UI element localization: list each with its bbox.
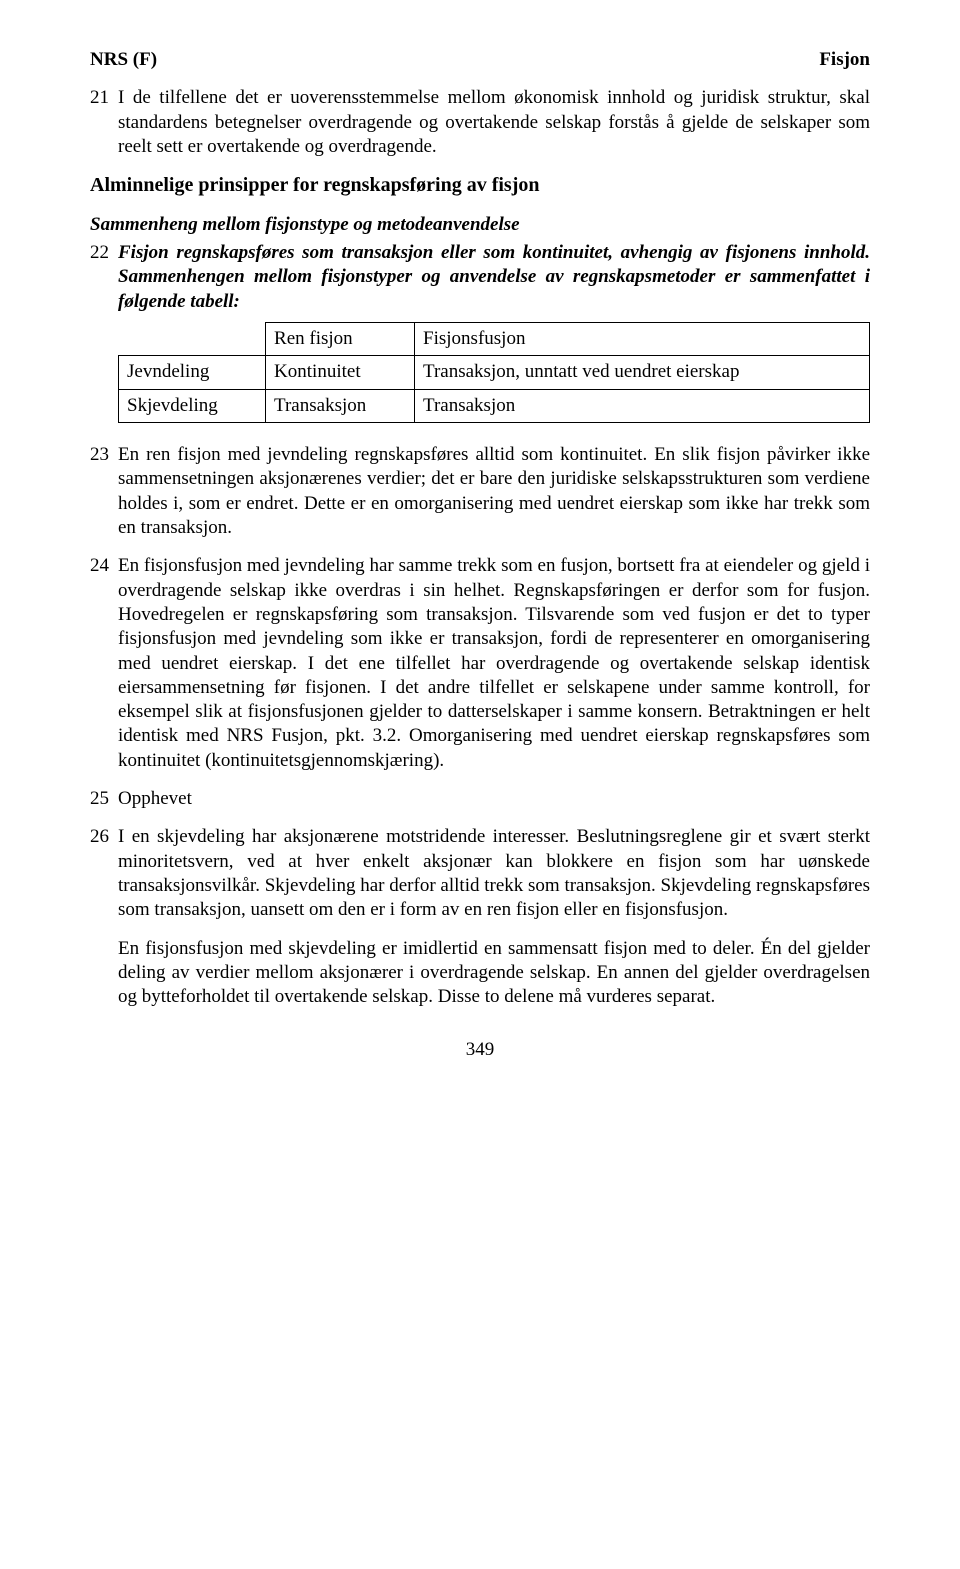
table-cell: Transaksjon — [266, 389, 415, 422]
fisjon-table: Ren fisjon Fisjonsfusjon Jevndeling Kont… — [118, 322, 870, 423]
para-number: 22 — [90, 241, 118, 425]
para-body: I en skjevdeling har aksjonærene motstri… — [118, 825, 870, 922]
paragraph-24: 24 En fisjonsfusjon med jevndeling har s… — [90, 554, 870, 773]
page-header: NRS (F) Fisjon — [90, 48, 870, 72]
para-body: Fisjon regnskapsføres som transaksjon el… — [118, 242, 870, 312]
paragraph-22: 22 Fisjon regnskapsføres som transaksjon… — [90, 241, 870, 425]
para-body: En fisjonsfusjon med skjevdeling er imid… — [118, 938, 870, 1008]
sub-heading: Sammenheng mellom fisjonstype og metodea… — [90, 213, 870, 237]
page-number: 349 — [90, 1038, 870, 1062]
para-number: 26 — [90, 825, 118, 922]
paragraph-21: 21 I de tilfellene det er uoverensstemme… — [90, 86, 870, 159]
table-cell: Transaksjon — [415, 389, 870, 422]
table-cell-empty — [119, 323, 266, 356]
para-number: 24 — [90, 554, 118, 773]
para-body: En ren fisjon med jevndeling regnskapsfø… — [118, 443, 870, 540]
para-number: 23 — [90, 443, 118, 540]
header-right: Fisjon — [819, 48, 870, 72]
paragraph-25: 25 Opphevet — [90, 787, 870, 811]
paragraph-26: 26 I en skjevdeling har aksjonærene mots… — [90, 825, 870, 922]
table-header-fusjon: Fisjonsfusjon — [415, 323, 870, 356]
table-cell: Transaksjon, unntatt ved uendret eierska… — [415, 356, 870, 389]
paragraph-26b: En fisjonsfusjon med skjevdeling er imid… — [118, 937, 870, 1010]
section-heading: Alminnelige prinsipper for regnskapsføri… — [90, 173, 870, 199]
para-number: 21 — [90, 86, 118, 159]
table-row: Skjevdeling Transaksjon Transaksjon — [119, 389, 870, 422]
para-body: Opphevet — [118, 787, 870, 811]
para-number: 25 — [90, 787, 118, 811]
table-cell: Jevndeling — [119, 356, 266, 389]
header-left: NRS (F) — [90, 48, 157, 72]
table-cell: Kontinuitet — [266, 356, 415, 389]
table-header-ren: Ren fisjon — [266, 323, 415, 356]
para-body: En fisjonsfusjon med jevndeling har samm… — [118, 554, 870, 773]
table-cell: Skjevdeling — [119, 389, 266, 422]
paragraph-23: 23 En ren fisjon med jevndeling regnskap… — [90, 443, 870, 540]
para-body: I de tilfellene det er uoverensstemmelse… — [118, 86, 870, 159]
table-row: Ren fisjon Fisjonsfusjon — [119, 323, 870, 356]
table-row: Jevndeling Kontinuitet Transaksjon, unnt… — [119, 356, 870, 389]
